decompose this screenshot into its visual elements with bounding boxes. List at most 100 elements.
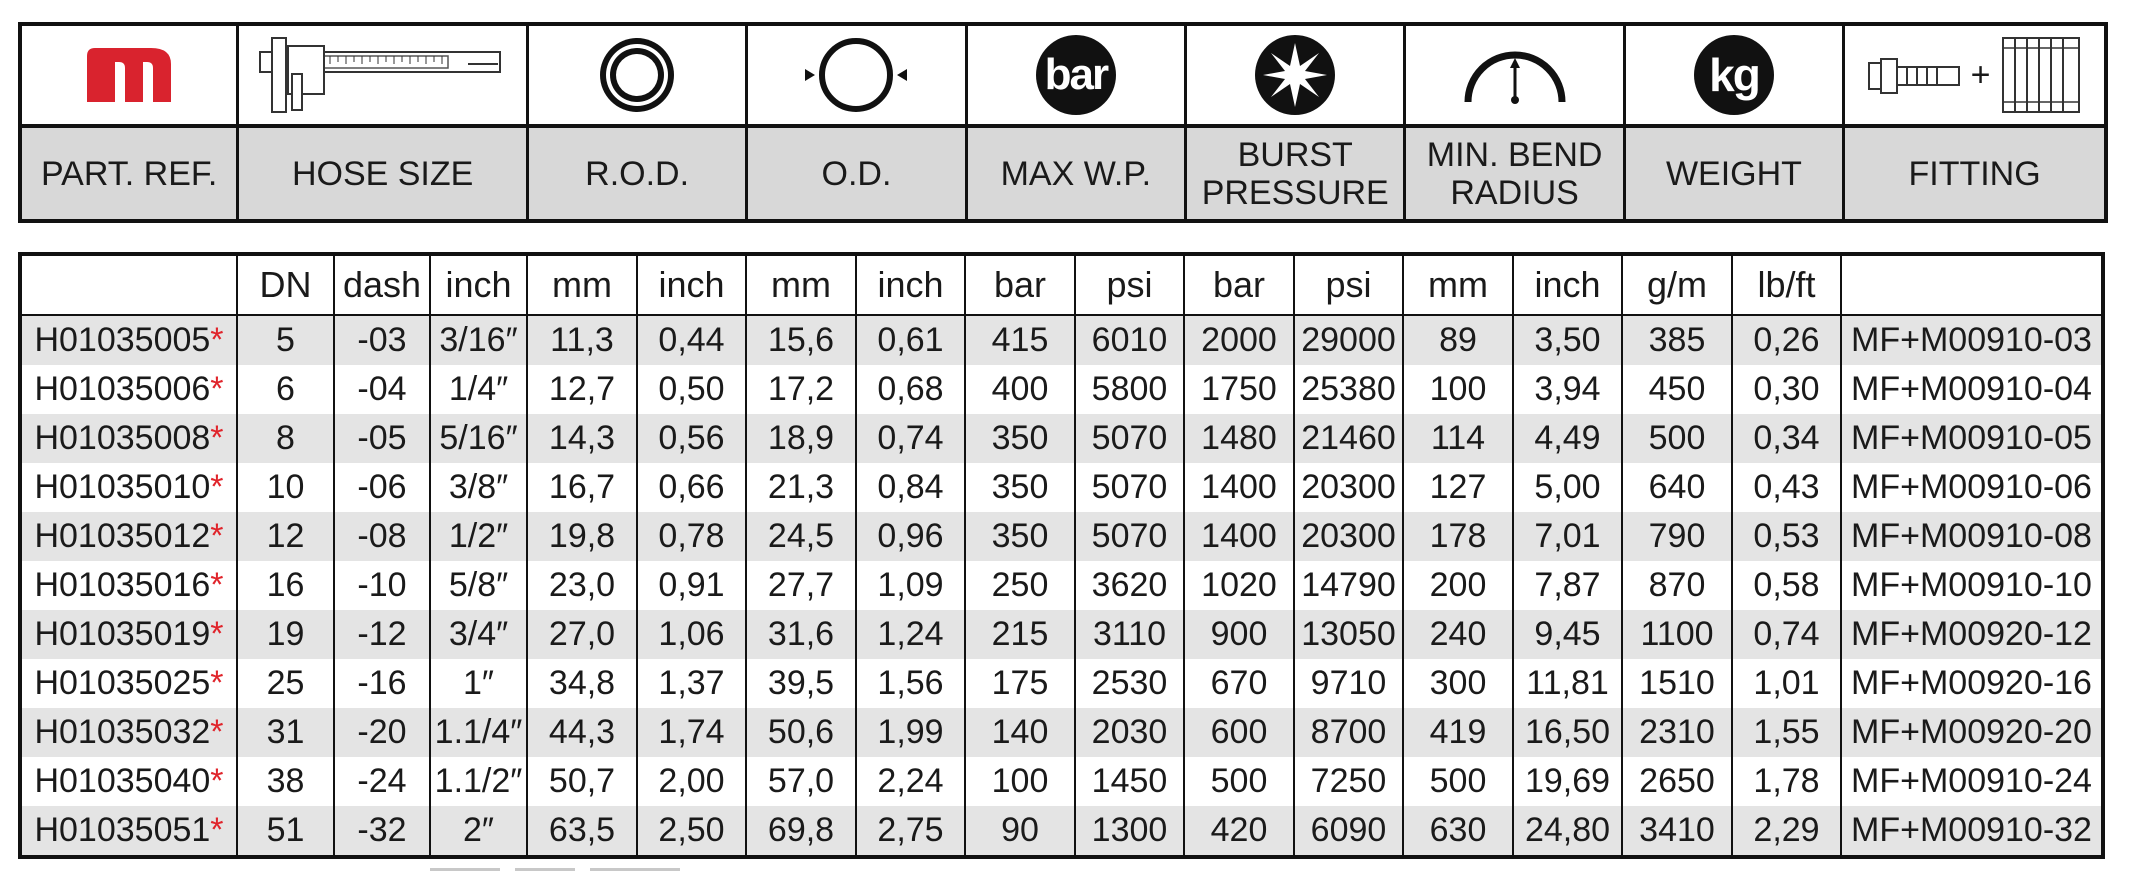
value-cell: 0,53 (1731, 512, 1841, 561)
value-cell: 2,29 (1731, 806, 1841, 857)
value-cell: 90 (964, 806, 1075, 857)
header-label-fitting: FITTING (1845, 128, 2105, 219)
unit-cell: inch (636, 254, 746, 316)
value-cell: 1020 (1183, 561, 1294, 610)
value-cell: 2,75 (855, 806, 965, 857)
value-cell: 5070 (1074, 463, 1184, 512)
value-cell: 24,5 (745, 512, 856, 561)
unit-cell: g/m (1621, 254, 1732, 316)
table-row: H01035019* 19 -12 3/4″ 27,0 1,06 31,6 1,24 215 31… (20, 610, 2103, 659)
outer-diameter-icon (748, 26, 965, 128)
value-cell: 50,6 (745, 708, 856, 757)
header-col-burst: BURST PRESSURE (1187, 26, 1407, 219)
value-cell: 2000 (1183, 315, 1294, 365)
part-ref-text: H01035005 (34, 321, 211, 359)
unit-cell (1840, 254, 2103, 316)
value-cell: -04 (333, 365, 430, 414)
header-label-hose-size: HOSE SIZE (239, 128, 526, 219)
value-cell: 3110 (1074, 610, 1184, 659)
value-cell: 5/16″ (429, 414, 527, 463)
value-cell: 50,7 (526, 757, 637, 806)
value-cell: 100 (964, 757, 1075, 806)
asterisk-mark: * (210, 713, 224, 751)
value-cell: 900 (1183, 610, 1294, 659)
value-cell: 1/4″ (429, 365, 527, 414)
bar-icon-text: bar (1044, 50, 1110, 99)
value-cell: 18,9 (745, 414, 856, 463)
value-cell: 12 (236, 512, 334, 561)
part-ref-text: H01035032 (34, 713, 211, 751)
asterisk-mark: * (210, 615, 224, 653)
part-ref-text: H01035025 (34, 664, 211, 702)
part-ref-cell: H01035025* (20, 659, 237, 708)
value-cell: 1.1/2″ (429, 757, 527, 806)
value-cell: -10 (333, 561, 430, 610)
header-col-hose-size: HOSE SIZE (239, 26, 529, 219)
value-cell: 2650 (1621, 757, 1732, 806)
value-cell: 19 (236, 610, 334, 659)
value-cell: 175 (964, 659, 1075, 708)
value-cell: 7250 (1293, 757, 1403, 806)
value-cell: 500 (1621, 414, 1732, 463)
value-cell: 670 (1183, 659, 1294, 708)
value-cell: 500 (1402, 757, 1513, 806)
header-col-od: O.D. (748, 26, 968, 219)
header-col-bend-radius: MIN. BEND RADIUS (1406, 26, 1626, 219)
value-cell: -20 (333, 708, 430, 757)
value-cell: 215 (964, 610, 1075, 659)
value-cell: 1480 (1183, 414, 1294, 463)
value-cell: 3620 (1074, 561, 1184, 610)
table-row: H01035006* 6 -04 1/4″ 12,7 0,50 17,2 0,68 400 580… (20, 365, 2103, 414)
value-cell: 3,94 (1512, 365, 1622, 414)
value-cell: 24,80 (1512, 806, 1622, 857)
value-cell: 0,74 (1731, 610, 1841, 659)
value-cell: -12 (333, 610, 430, 659)
value-cell: 870 (1621, 561, 1732, 610)
asterisk-mark: * (210, 419, 224, 457)
value-cell: 21460 (1293, 414, 1403, 463)
value-cell: 1510 (1621, 659, 1732, 708)
value-cell: 29000 (1293, 315, 1403, 365)
unit-cell: psi (1293, 254, 1403, 316)
value-cell: 0,84 (855, 463, 965, 512)
header-label-bend-radius: MIN. BEND RADIUS (1406, 128, 1623, 219)
value-cell: 19,8 (526, 512, 637, 561)
value-cell: -32 (333, 806, 430, 857)
value-cell: 20300 (1293, 512, 1403, 561)
table-row: H01035025* 25 -16 1″ 34,8 1,37 39,5 1,56 175 2530… (20, 659, 2103, 708)
unit-cell: bar (1183, 254, 1294, 316)
value-cell: MF+M00910-06 (1840, 463, 2103, 512)
value-cell: 11,81 (1512, 659, 1622, 708)
spec-table: DN dash inch mm inch mm inch bar psi bar psi mm inch… (18, 252, 2105, 859)
value-cell: 13050 (1293, 610, 1403, 659)
header-col-max-wp: bar MAX W.P. (967, 26, 1188, 219)
footer-fragment (300, 862, 800, 875)
spec-header: PART. REF. HOSE SIZE (18, 22, 2108, 223)
value-cell: 419 (1402, 708, 1513, 757)
value-cell: MF+M00920-16 (1840, 659, 2103, 708)
value-cell: MF+M00910-04 (1840, 365, 2103, 414)
value-cell: 1100 (1621, 610, 1732, 659)
part-ref-cell: H01035008* (20, 414, 237, 463)
value-cell: 51 (236, 806, 334, 857)
value-cell: 15,6 (745, 315, 856, 365)
value-cell: 3410 (1621, 806, 1732, 857)
value-cell: 21,3 (745, 463, 856, 512)
unit-cell: inch (1512, 254, 1622, 316)
part-ref-cell: H01035016* (20, 561, 237, 610)
value-cell: 790 (1621, 512, 1732, 561)
value-cell: 640 (1621, 463, 1732, 512)
part-ref-cell: H01035006* (20, 365, 237, 414)
part-ref-text: H01035016 (34, 566, 211, 604)
table-row: H01035008* 8 -05 5/16″ 14,3 0,56 18,9 0,74 350 50… (20, 414, 2103, 463)
value-cell: 27,0 (526, 610, 637, 659)
value-cell: 2,00 (636, 757, 746, 806)
value-cell: 127 (1402, 463, 1513, 512)
value-cell: 16,7 (526, 463, 637, 512)
value-cell: -24 (333, 757, 430, 806)
value-cell: 0,61 (855, 315, 965, 365)
value-cell: 2,50 (636, 806, 746, 857)
value-cell: MF+M00910-24 (1840, 757, 2103, 806)
value-cell: 1,56 (855, 659, 965, 708)
part-ref-text: H01035006 (34, 370, 211, 408)
